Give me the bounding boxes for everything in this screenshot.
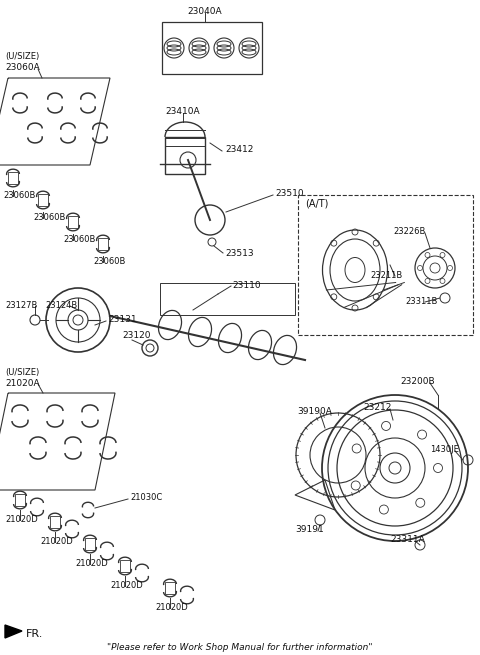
Text: 39190A: 39190A [297, 407, 332, 417]
Text: 23110: 23110 [232, 280, 261, 290]
Bar [120, 560, 130, 572]
Text: 21020D: 21020D [75, 559, 108, 569]
Text: 21030C: 21030C [130, 493, 162, 502]
Text: FR.: FR. [26, 629, 43, 639]
Text: 23311B: 23311B [405, 297, 437, 307]
Text: 23410A: 23410A [166, 107, 200, 117]
Bar [8, 172, 18, 184]
Bar [68, 216, 78, 228]
Bar [165, 137, 205, 174]
Text: 23127B: 23127B [5, 301, 37, 310]
Text: 23200B: 23200B [400, 377, 434, 386]
Bar [298, 195, 473, 335]
Bar [98, 238, 108, 250]
Text: "Please refer to Work Shop Manual for further information": "Please refer to Work Shop Manual for fu… [107, 643, 373, 652]
Text: 23510: 23510 [275, 189, 304, 198]
Text: 23226B: 23226B [393, 227, 425, 236]
Bar [162, 22, 262, 74]
Text: 23211B: 23211B [370, 271, 402, 280]
Text: 21020D: 21020D [40, 538, 73, 546]
Bar [85, 538, 95, 550]
Bar [165, 582, 175, 594]
Text: (U/SIZE): (U/SIZE) [5, 369, 39, 377]
Text: 23131: 23131 [108, 316, 137, 324]
Text: 23060B: 23060B [63, 236, 96, 244]
Text: 39191: 39191 [295, 525, 324, 534]
Text: 23311A: 23311A [390, 536, 425, 544]
Text: 23412: 23412 [225, 145, 253, 155]
Text: (U/SIZE): (U/SIZE) [5, 52, 39, 62]
Text: 23060A: 23060A [5, 64, 40, 73]
Bar [38, 194, 48, 206]
Text: 23060B: 23060B [33, 214, 65, 223]
Text: 21020D: 21020D [5, 515, 38, 525]
Text: 23513: 23513 [225, 248, 253, 257]
Text: 23212: 23212 [363, 403, 391, 413]
Text: 21020A: 21020A [5, 379, 40, 388]
Bar [50, 516, 60, 528]
Text: 23124B: 23124B [45, 301, 77, 310]
Text: 23120: 23120 [122, 331, 151, 339]
Text: 1430JE: 1430JE [430, 445, 459, 455]
Text: 23060B: 23060B [3, 191, 36, 200]
Polygon shape [5, 625, 22, 638]
Text: 23060B: 23060B [93, 257, 125, 267]
Text: 21020D: 21020D [110, 582, 143, 591]
Text: (A/T): (A/T) [305, 198, 328, 208]
Bar [15, 494, 25, 506]
Text: 23040A: 23040A [188, 7, 222, 16]
Text: 21020D: 21020D [155, 603, 188, 612]
